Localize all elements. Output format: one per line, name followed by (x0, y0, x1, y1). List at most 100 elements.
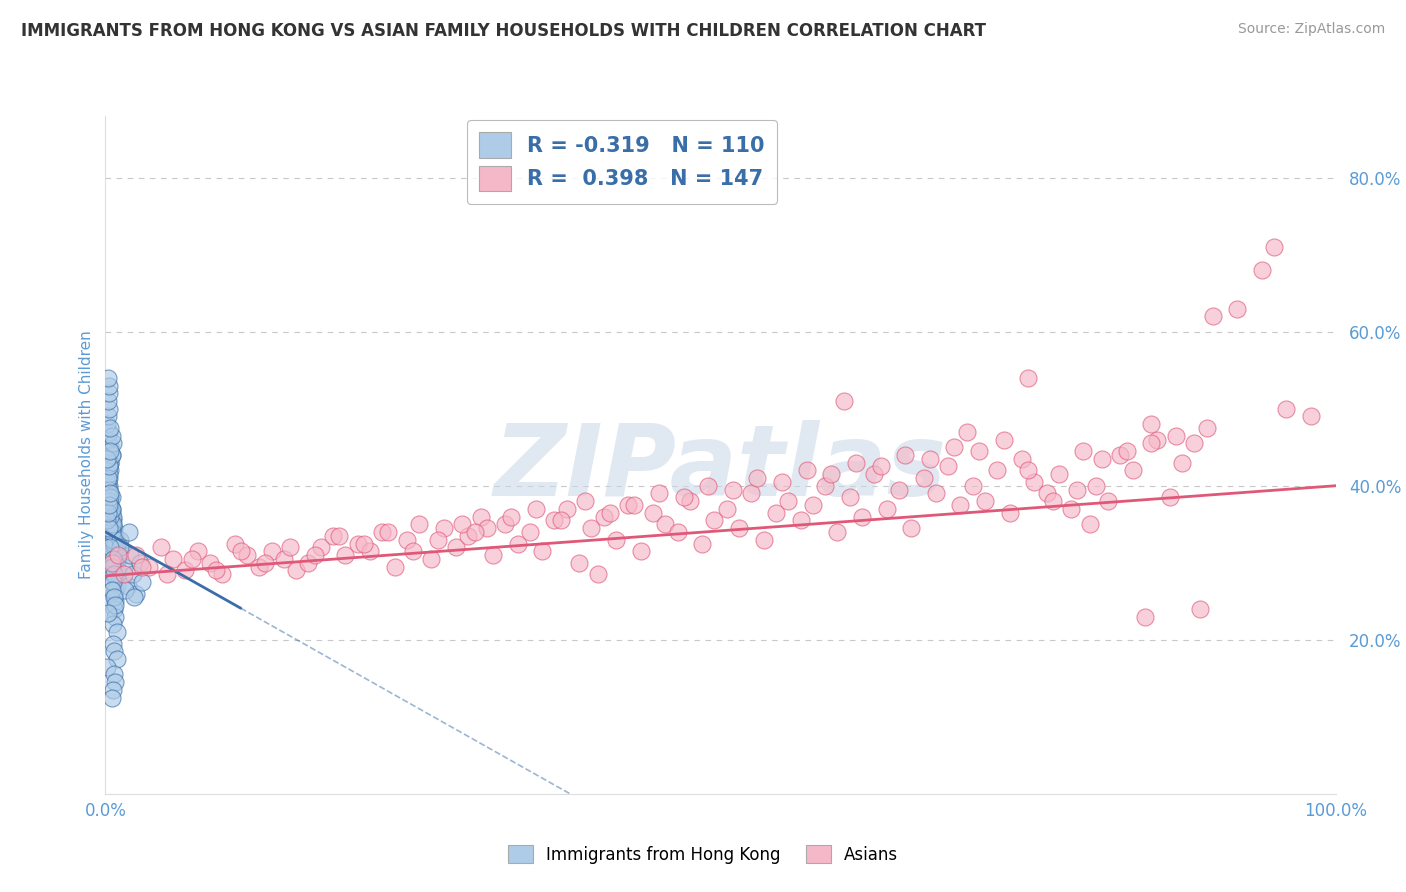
Text: IMMIGRANTS FROM HONG KONG VS ASIAN FAMILY HOUSEHOLDS WITH CHILDREN CORRELATION C: IMMIGRANTS FROM HONG KONG VS ASIAN FAMIL… (21, 22, 986, 40)
Point (98, 483, 121, 497)
Point (105, 548, 128, 562)
Point (346, 536, 368, 550)
Point (770, 475, 793, 489)
Point (98, 498, 121, 512)
Point (125, 548, 148, 562)
Point (832, 394, 855, 409)
Point (105, 536, 128, 550)
Point (1122, 463, 1144, 477)
Point (156, 567, 179, 582)
Point (420, 552, 443, 566)
Point (721, 483, 744, 497)
Point (122, 591, 145, 605)
Point (104, 594, 127, 608)
Point (962, 479, 984, 493)
Point (107, 548, 129, 562)
Point (623, 498, 645, 512)
Point (648, 486, 671, 500)
Point (98, 456, 122, 470)
Point (100, 533, 122, 547)
Point (1226, 301, 1249, 316)
Point (98, 521, 121, 535)
Point (100, 448, 122, 462)
Point (98, 471, 121, 485)
Point (211, 567, 233, 582)
Point (100, 501, 122, 516)
Point (1263, 240, 1285, 254)
Point (100, 501, 122, 516)
Point (328, 529, 350, 543)
Point (101, 513, 124, 527)
Point (101, 682, 124, 697)
Point (377, 524, 399, 539)
Point (581, 521, 603, 535)
Point (97, 509, 120, 524)
Point (125, 586, 148, 600)
Point (1202, 310, 1225, 324)
Point (335, 548, 357, 562)
Point (101, 517, 124, 532)
Point (740, 486, 762, 500)
Point (956, 425, 979, 439)
Point (97, 471, 120, 485)
Point (100, 448, 122, 462)
Point (112, 559, 135, 574)
Point (98, 440, 122, 454)
Point (1195, 421, 1218, 435)
Point (97, 371, 120, 385)
Point (96, 451, 118, 466)
Point (101, 509, 124, 524)
Legend: Immigrants from Hong Kong, Asians: Immigrants from Hong Kong, Asians (501, 838, 905, 871)
Point (384, 559, 406, 574)
Point (630, 544, 652, 558)
Point (353, 536, 375, 550)
Point (260, 544, 283, 558)
Point (592, 509, 614, 524)
Point (1275, 401, 1298, 416)
Point (101, 574, 124, 589)
Point (105, 625, 128, 640)
Point (949, 498, 972, 512)
Point (1073, 444, 1095, 458)
Point (96, 544, 118, 558)
Point (900, 521, 922, 535)
Point (98, 541, 122, 555)
Point (801, 498, 824, 512)
Point (98, 421, 122, 435)
Point (703, 513, 725, 527)
Point (229, 544, 252, 558)
Point (107, 544, 129, 558)
Point (482, 548, 505, 562)
Point (97, 506, 120, 520)
Point (402, 544, 425, 558)
Point (98, 486, 122, 500)
Point (98, 524, 122, 539)
Point (104, 675, 127, 690)
Point (845, 456, 868, 470)
Point (98, 517, 121, 532)
Point (114, 582, 136, 597)
Point (101, 548, 124, 562)
Point (100, 524, 122, 539)
Point (519, 524, 541, 539)
Point (936, 459, 959, 474)
Point (1140, 417, 1163, 431)
Point (1115, 444, 1137, 458)
Point (925, 486, 948, 500)
Point (1189, 602, 1212, 616)
Point (395, 533, 418, 547)
Point (838, 491, 860, 505)
Point (1060, 501, 1083, 516)
Point (697, 479, 720, 493)
Point (1301, 409, 1323, 424)
Point (103, 591, 125, 605)
Point (912, 471, 935, 485)
Point (728, 521, 751, 535)
Point (98, 467, 121, 482)
Point (97, 483, 120, 497)
Point (107, 567, 129, 582)
Point (1078, 517, 1101, 532)
Point (555, 501, 578, 516)
Point (285, 564, 308, 578)
Point (96, 513, 118, 527)
